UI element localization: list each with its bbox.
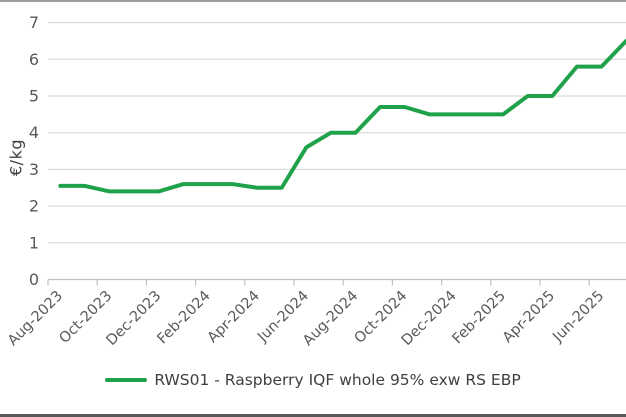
- y-tick-label: 6: [29, 50, 39, 69]
- legend-series-label: RWS01 - Raspberry IQF whole 95% exw RS E…: [154, 371, 521, 389]
- x-tick-label: Apr-2024: [205, 288, 263, 346]
- x-tick-label: Feb-2025: [450, 288, 509, 347]
- price-line-series: [58, 38, 626, 194]
- y-tick-label: 7: [29, 13, 39, 32]
- x-tick-label: Aug-2023: [5, 288, 66, 349]
- x-tick-label: Apr-2025: [500, 288, 558, 346]
- frame-top-border: [0, 0, 626, 2]
- y-tick-label: 1: [29, 233, 39, 252]
- y-tick-label: 5: [29, 87, 39, 106]
- y-tick-label: 2: [29, 197, 39, 216]
- y-tick-label: 4: [29, 123, 39, 142]
- legend-line-swatch-icon: [105, 378, 148, 382]
- raspberry-price-line-chart: 01234567Aug-2023Oct-2023Dec-2023Feb-2024…: [5, 13, 626, 349]
- y-axis-title: €/kg: [6, 139, 26, 176]
- x-tick-label: Feb-2024: [154, 288, 213, 347]
- x-tick-label: Jun-2025: [549, 288, 607, 346]
- chart-legend: RWS01 - Raspberry IQF whole 95% exw RS E…: [0, 371, 626, 389]
- y-tick-label: 0: [29, 270, 39, 289]
- y-tick-label: 3: [29, 160, 39, 179]
- frame-bottom-border: [0, 414, 626, 417]
